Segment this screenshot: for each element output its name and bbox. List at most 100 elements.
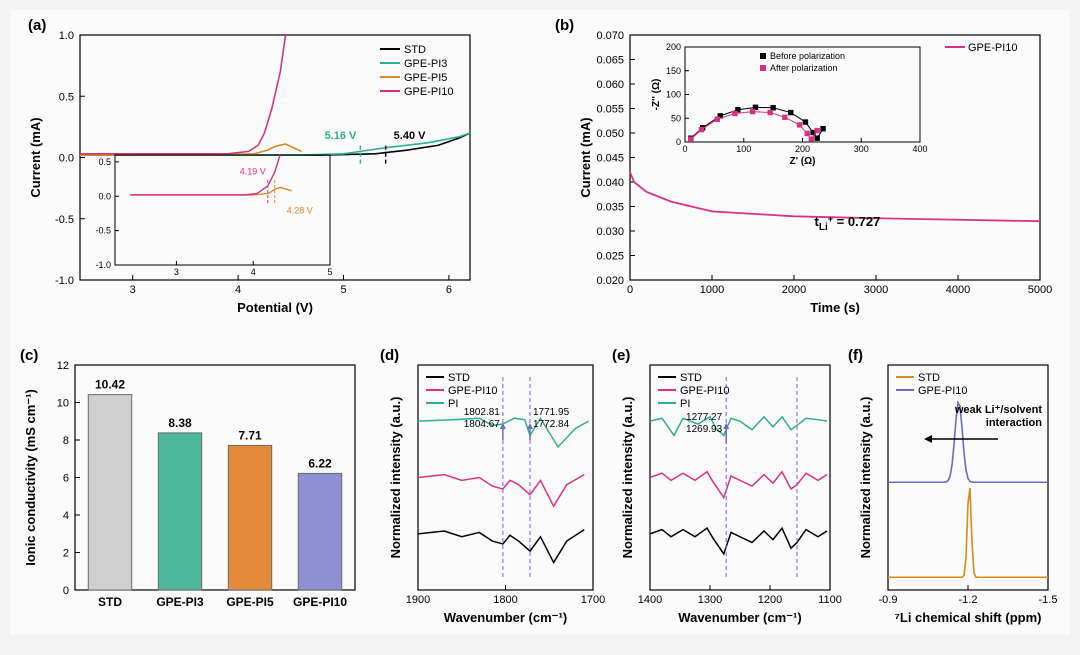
svg-text:5: 5 xyxy=(327,267,332,277)
svg-text:-0.9: -0.9 xyxy=(879,594,898,606)
svg-text:0.5: 0.5 xyxy=(59,91,74,103)
svg-text:Normalized intensity (a.u.): Normalized intensity (a.u.) xyxy=(620,397,635,559)
svg-text:GPE-PI10: GPE-PI10 xyxy=(968,42,1018,54)
bar-GPE-PI3 xyxy=(158,433,201,590)
svg-text:PI: PI xyxy=(680,398,690,410)
svg-text:1200: 1200 xyxy=(758,594,782,606)
svg-text:1269.93: 1269.93 xyxy=(686,424,723,435)
svg-text:⁷Li chemical shift (ppm): ⁷Li chemical shift (ppm) xyxy=(895,610,1042,625)
svg-text:0: 0 xyxy=(676,137,681,147)
svg-text:3000: 3000 xyxy=(864,284,888,296)
svg-text:1802.81: 1802.81 xyxy=(464,407,501,418)
svg-text:Before polarization: Before polarization xyxy=(770,51,845,61)
svg-text:-1.0: -1.0 xyxy=(55,275,74,287)
panel-c: (c) 0 2 4 6 8 10 12 Ionic conductivity (mS cm⁻¹)… xyxy=(20,347,355,609)
svg-text:0.055: 0.055 xyxy=(596,104,624,116)
panel-d: (d)190018001700Wavenumber (cm⁻¹)Normaliz… xyxy=(380,347,605,625)
svg-text:2: 2 xyxy=(63,548,69,560)
svg-text:1772.84: 1772.84 xyxy=(533,419,570,430)
svg-text:GPE-PI5: GPE-PI5 xyxy=(226,595,274,609)
svg-text:GPE-PI10: GPE-PI10 xyxy=(680,385,730,397)
svg-text:1700: 1700 xyxy=(581,594,605,606)
svg-text:8: 8 xyxy=(63,435,69,447)
svg-text:200: 200 xyxy=(795,144,810,154)
svg-text:0.060: 0.060 xyxy=(596,79,624,91)
svg-text:5.16 V: 5.16 V xyxy=(325,130,357,142)
bar-GPE-PI10 xyxy=(298,473,341,590)
svg-text:(f): (f) xyxy=(848,347,863,364)
svg-text:GPE-PI10: GPE-PI10 xyxy=(404,86,454,98)
bar-STD xyxy=(88,395,131,590)
svg-text:0.0: 0.0 xyxy=(98,191,111,201)
svg-text:0: 0 xyxy=(682,144,687,154)
svg-text:3: 3 xyxy=(130,284,136,296)
svg-text:1800: 1800 xyxy=(493,594,517,606)
svg-text:Z' (Ω): Z' (Ω) xyxy=(790,156,816,167)
svg-text:0.5: 0.5 xyxy=(98,157,111,167)
svg-text:50: 50 xyxy=(671,113,681,123)
svg-text:6.22: 6.22 xyxy=(308,456,332,470)
svg-text:(b): (b) xyxy=(555,17,574,34)
svg-text:STD: STD xyxy=(680,372,702,384)
panel-b: (b)0100020003000400050000.0200.0250.0300… xyxy=(555,17,1052,315)
svg-text:100: 100 xyxy=(736,144,751,154)
svg-text:(c): (c) xyxy=(20,347,38,364)
svg-text:Ionic conductivity (mS cm⁻¹): Ionic conductivity (mS cm⁻¹) xyxy=(23,389,38,566)
svg-text:10.42: 10.42 xyxy=(95,378,125,392)
svg-text:1900: 1900 xyxy=(406,594,430,606)
svg-text:0.0: 0.0 xyxy=(59,153,74,165)
svg-text:STD: STD xyxy=(448,372,470,384)
svg-text:0.035: 0.035 xyxy=(596,202,624,214)
svg-text:300: 300 xyxy=(854,144,869,154)
svg-text:1.0: 1.0 xyxy=(59,30,74,42)
svg-text:0.025: 0.025 xyxy=(596,251,624,263)
svg-text:0: 0 xyxy=(63,585,69,597)
svg-text:-0.5: -0.5 xyxy=(95,226,111,236)
svg-text:Current (mA): Current (mA) xyxy=(28,117,43,197)
svg-text:1771.95: 1771.95 xyxy=(533,407,570,418)
svg-text:-1.2: -1.2 xyxy=(959,594,978,606)
svg-text:100: 100 xyxy=(666,90,681,100)
svg-text:1100: 1100 xyxy=(818,594,842,606)
svg-text:-1.5: -1.5 xyxy=(1039,594,1058,606)
svg-text:(d): (d) xyxy=(380,347,399,364)
svg-text:5000: 5000 xyxy=(1028,284,1052,296)
svg-text:1804.67: 1804.67 xyxy=(464,419,501,430)
figure-wrap: (a) 3 4 5 6 -1.0 -0.5 0.0 0.5 1.0 Potential (V) Cur… xyxy=(10,10,1070,635)
svg-text:0.030: 0.030 xyxy=(596,226,624,238)
svg-text:STD: STD xyxy=(98,595,122,609)
svg-text:200: 200 xyxy=(666,42,681,52)
svg-text:10: 10 xyxy=(57,398,69,410)
svg-text:4000: 4000 xyxy=(946,284,970,296)
svg-text:GPE-PI3: GPE-PI3 xyxy=(404,58,447,70)
svg-text:GPE-PI5: GPE-PI5 xyxy=(404,72,447,84)
svg-text:0.065: 0.065 xyxy=(596,55,624,67)
svg-text:After polarization: After polarization xyxy=(770,63,838,73)
svg-text:5: 5 xyxy=(340,284,346,296)
svg-text:-0.5: -0.5 xyxy=(55,214,74,226)
svg-text:weak Li⁺/solvent: weak Li⁺/solvent xyxy=(954,404,1042,416)
svg-text:Current (mA): Current (mA) xyxy=(578,117,593,197)
svg-text:4: 4 xyxy=(235,284,241,296)
svg-text:0.070: 0.070 xyxy=(596,30,624,42)
svg-text:400: 400 xyxy=(912,144,927,154)
svg-text:150: 150 xyxy=(666,66,681,76)
svg-text:0: 0 xyxy=(627,284,633,296)
svg-text:6: 6 xyxy=(63,473,69,485)
svg-text:8.38: 8.38 xyxy=(168,416,192,430)
svg-text:interaction: interaction xyxy=(986,417,1043,429)
panel-a-label: (a) xyxy=(28,17,46,34)
svg-text:(e): (e) xyxy=(612,347,630,364)
svg-text:1300: 1300 xyxy=(698,594,722,606)
svg-text:4: 4 xyxy=(63,510,69,522)
svg-text:Normalized intensity (a.u.): Normalized intensity (a.u.) xyxy=(388,397,403,559)
svg-text:0.045: 0.045 xyxy=(596,153,624,165)
svg-text:Potential (V): Potential (V) xyxy=(237,300,313,315)
svg-text:GPE-PI10: GPE-PI10 xyxy=(448,385,498,397)
panel-e: (e)1400130012001100Wavenumber (cm⁻¹)Norm… xyxy=(612,347,842,625)
figure-svg: (a) 3 4 5 6 -1.0 -0.5 0.0 0.5 1.0 Potential (V) Cur… xyxy=(10,10,1070,635)
panel-f: (f)-0.9-1.2-1.5⁷Li chemical shift (ppm)N… xyxy=(848,347,1057,625)
svg-text:Time (s): Time (s) xyxy=(810,300,860,315)
bar-GPE-PI5 xyxy=(228,445,271,590)
svg-text:12: 12 xyxy=(57,360,69,372)
